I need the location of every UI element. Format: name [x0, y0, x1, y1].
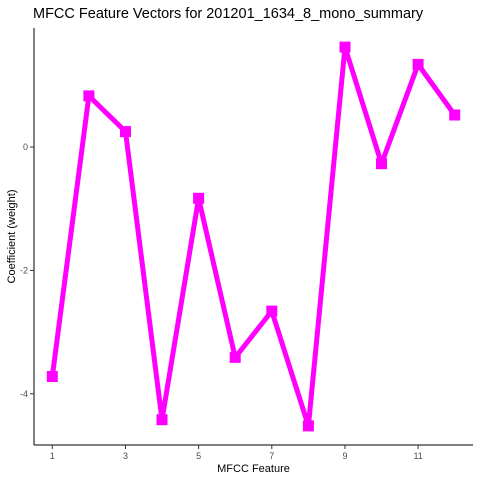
x-ticks: 1 3 5 7 9 11	[50, 445, 423, 461]
series-line	[49, 44, 458, 429]
y-tick-label: -4	[20, 389, 28, 399]
data-point	[229, 351, 241, 363]
x-tick-label: 9	[342, 451, 347, 461]
data-point	[266, 305, 278, 317]
y-axis-title: Coefficient (weight)	[6, 190, 18, 284]
x-tick-label: 1	[50, 451, 55, 461]
y-tick-label: 0	[23, 142, 28, 152]
data-point	[83, 90, 95, 102]
data-point	[339, 41, 351, 53]
x-axis-title: MFCC Feature	[217, 463, 290, 475]
y-ticks: 0 -2 -4	[20, 142, 34, 399]
x-tick-label: 7	[269, 451, 274, 461]
data-point	[449, 109, 461, 121]
x-tick-label: 3	[123, 451, 128, 461]
x-tick-label: 5	[196, 451, 201, 461]
chart-title: MFCC Feature Vectors for 201201_1634_8_m…	[33, 6, 424, 22]
data-point	[156, 414, 168, 426]
y-tick-label: -2	[20, 265, 28, 275]
plot-area	[46, 41, 461, 432]
x-tick-label: 11	[413, 451, 422, 461]
data-point	[193, 192, 205, 204]
data-point	[46, 371, 58, 382]
data-point	[120, 126, 131, 138]
data-point	[412, 58, 424, 70]
data-point	[376, 158, 387, 170]
data-point	[302, 420, 314, 432]
series-layer	[46, 41, 461, 432]
